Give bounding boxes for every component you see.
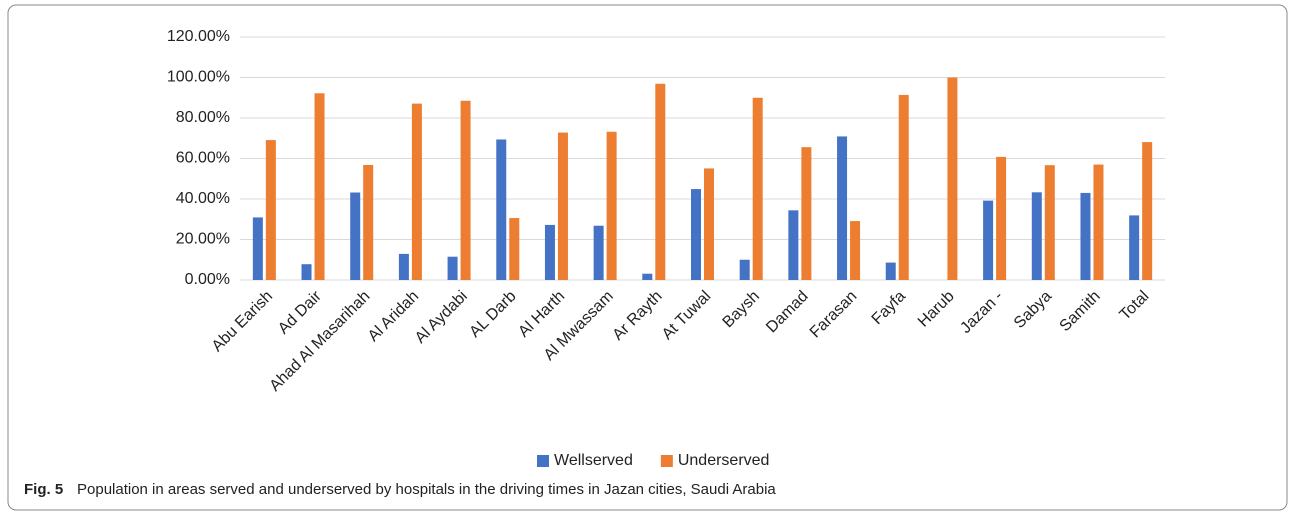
bar [983,200,994,280]
x-tick-label: Jazan - [957,288,1006,337]
x-tick-label: Ad Dair [275,287,325,337]
bar [398,253,409,280]
y-tick-label: 0.00% [185,271,230,288]
bar [350,192,361,280]
y-tick-label: 100.00% [167,69,230,86]
bar [655,83,666,280]
bar [898,94,909,280]
bar [850,221,861,280]
x-tick-label: Sabya [1011,288,1055,332]
y-tick-label: 80.00% [176,109,230,126]
bar [252,217,263,280]
x-tick-label: Fayfa [869,288,909,328]
x-tick-label: Farasan [807,288,861,342]
bar [1044,165,1055,280]
y-tick-label: 40.00% [176,190,230,207]
bar [691,189,701,280]
bar [363,164,374,280]
bar [447,256,458,280]
bar [557,132,568,280]
legend-label: Underserved [678,452,770,469]
bar [801,147,812,280]
bar [885,262,896,280]
legend-label: Wellserved [554,452,633,469]
bar [606,131,617,280]
bar [1142,142,1153,280]
caption-label: Fig. 5 [24,481,63,498]
bar [1080,192,1091,280]
x-tick-label: Baysh [720,288,763,331]
legend-swatch [660,455,673,467]
bar [947,77,958,280]
bar [1093,164,1104,280]
x-tick-label: Abu Earish [209,288,276,355]
bar [411,103,422,280]
bar [314,93,325,280]
bar [460,100,471,280]
y-tick-label: 120.00% [167,28,230,45]
x-tick-label: Al Aydabi [412,288,471,347]
x-tick-label: Samith [1057,288,1104,335]
bar [788,210,799,280]
bar [544,224,555,280]
bar [496,139,507,280]
bar [837,136,848,280]
x-tick-label: AL Darb [466,288,519,341]
x-tick-label: Ar Rayth [610,288,666,344]
bar [1031,192,1042,280]
bar [1129,215,1140,280]
bar [704,168,714,280]
bar [593,225,604,280]
y-tick-label: 20.00% [176,231,230,248]
bar [301,264,312,280]
x-tick-label: Total [1117,288,1153,324]
bar [642,273,653,280]
bar [996,156,1007,280]
bar [265,140,276,280]
bar [739,259,750,280]
frame [7,4,1288,511]
bar [509,218,520,280]
x-tick-label: Harub [915,288,958,331]
y-tick-label: 60.00% [176,150,230,167]
bar [752,97,763,280]
x-tick-label: Damad [763,288,812,337]
caption: Population in areas served and underserv… [77,481,776,498]
x-tick-label: At Tuwal [659,288,714,343]
legend-swatch [537,455,549,467]
